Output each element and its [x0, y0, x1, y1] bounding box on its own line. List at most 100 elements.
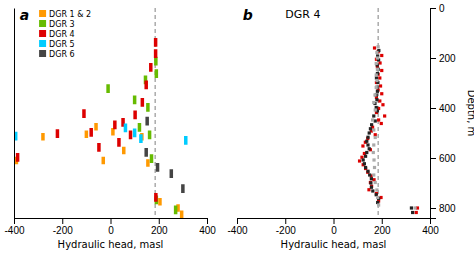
point [366, 170, 369, 173]
point [372, 143, 375, 146]
legend-label: DGR 3 [49, 20, 75, 29]
tick-mark [207, 218, 208, 224]
point [372, 151, 375, 154]
range-bar [138, 123, 142, 132]
x-axis: -400 -200 0 200 400 [227, 218, 439, 236]
range-bar [154, 49, 158, 58]
tick: 400 [422, 218, 439, 236]
plot-area [14, 8, 188, 218]
point [372, 128, 375, 131]
range-bar [174, 206, 178, 215]
legend-swatch [39, 40, 46, 47]
series [358, 46, 419, 214]
range-bar [144, 148, 148, 157]
point [372, 173, 375, 176]
point [374, 181, 377, 184]
point [365, 140, 368, 143]
point [364, 166, 367, 169]
range-bar [117, 138, 121, 147]
range-bar [106, 84, 110, 93]
axis-line [238, 219, 431, 225]
tick-label: 200 [374, 225, 391, 236]
point [375, 98, 378, 101]
tick-mark [430, 8, 436, 9]
range-bar [155, 69, 159, 78]
range-bar [141, 98, 145, 107]
y-axis-title: Depth, m [466, 90, 474, 137]
point [378, 61, 381, 64]
y-axis [14, 9, 15, 219]
tick-mark [430, 208, 436, 209]
point [376, 90, 379, 93]
point [371, 189, 374, 192]
point [373, 93, 376, 96]
point [375, 51, 378, 54]
legend-label: DGR 6 [49, 50, 75, 59]
tick-mark [14, 218, 15, 224]
tick-label: -400 [227, 225, 247, 236]
range-bar [146, 103, 150, 112]
point [375, 188, 378, 191]
range-bar [148, 131, 152, 140]
range-bar [145, 117, 149, 126]
tick: -200 [276, 218, 296, 236]
point [369, 181, 372, 184]
range-bar [16, 153, 20, 162]
tick-label: 0 [439, 3, 445, 14]
series [15, 123, 184, 218]
series [14, 124, 188, 145]
point [377, 45, 380, 48]
tick-label: 800 [439, 203, 456, 214]
range-bar [154, 193, 158, 202]
series [144, 117, 184, 193]
point [380, 54, 383, 57]
point [368, 173, 371, 176]
tick-mark [334, 218, 335, 224]
x-axis-title: Hydraulic head, masl [281, 239, 387, 250]
tick-label: -400 [4, 225, 24, 236]
range-bar [154, 57, 158, 66]
point [370, 186, 373, 189]
point [376, 196, 379, 199]
tick: 400 [430, 103, 456, 114]
tick-label: 0 [331, 225, 337, 236]
range-bar [41, 133, 45, 141]
y-axis: 0200400600800 [430, 3, 456, 219]
tick: -200 [53, 218, 73, 236]
tick-label: 400 [422, 225, 439, 236]
point [375, 62, 378, 65]
range-bar [149, 63, 153, 72]
x-axis: -400-2000200400 [4, 218, 216, 236]
panel-label: a [20, 7, 29, 23]
point [413, 206, 416, 209]
point [378, 76, 381, 79]
range-bar [184, 136, 188, 145]
tick-label: 0 [108, 225, 114, 236]
point [411, 211, 414, 214]
range-bar [139, 134, 143, 143]
range-bar [85, 131, 89, 139]
tick: -400 [4, 218, 24, 236]
point [377, 197, 380, 200]
point [378, 99, 381, 102]
range-bar [180, 211, 184, 219]
point [366, 143, 369, 146]
chart-container: -400 -200 0 200 400 Hydraulic head, masl a DGR … [0, 0, 474, 254]
point [376, 56, 379, 59]
range-bar [122, 147, 126, 155]
axis-line [15, 219, 208, 225]
range-bar [181, 184, 185, 193]
range-bar [56, 129, 60, 138]
tick: 0 [331, 218, 337, 236]
range-bar [156, 163, 160, 172]
tick-label: 400 [199, 225, 216, 236]
point [380, 92, 383, 95]
range-bar [129, 131, 133, 140]
legend-label: DGR 1 & 2 [49, 10, 91, 19]
point [374, 136, 377, 139]
tick: 200 [430, 53, 456, 64]
point [375, 79, 378, 82]
series [106, 57, 177, 215]
tick-mark [159, 218, 160, 224]
range-bar [113, 121, 117, 130]
